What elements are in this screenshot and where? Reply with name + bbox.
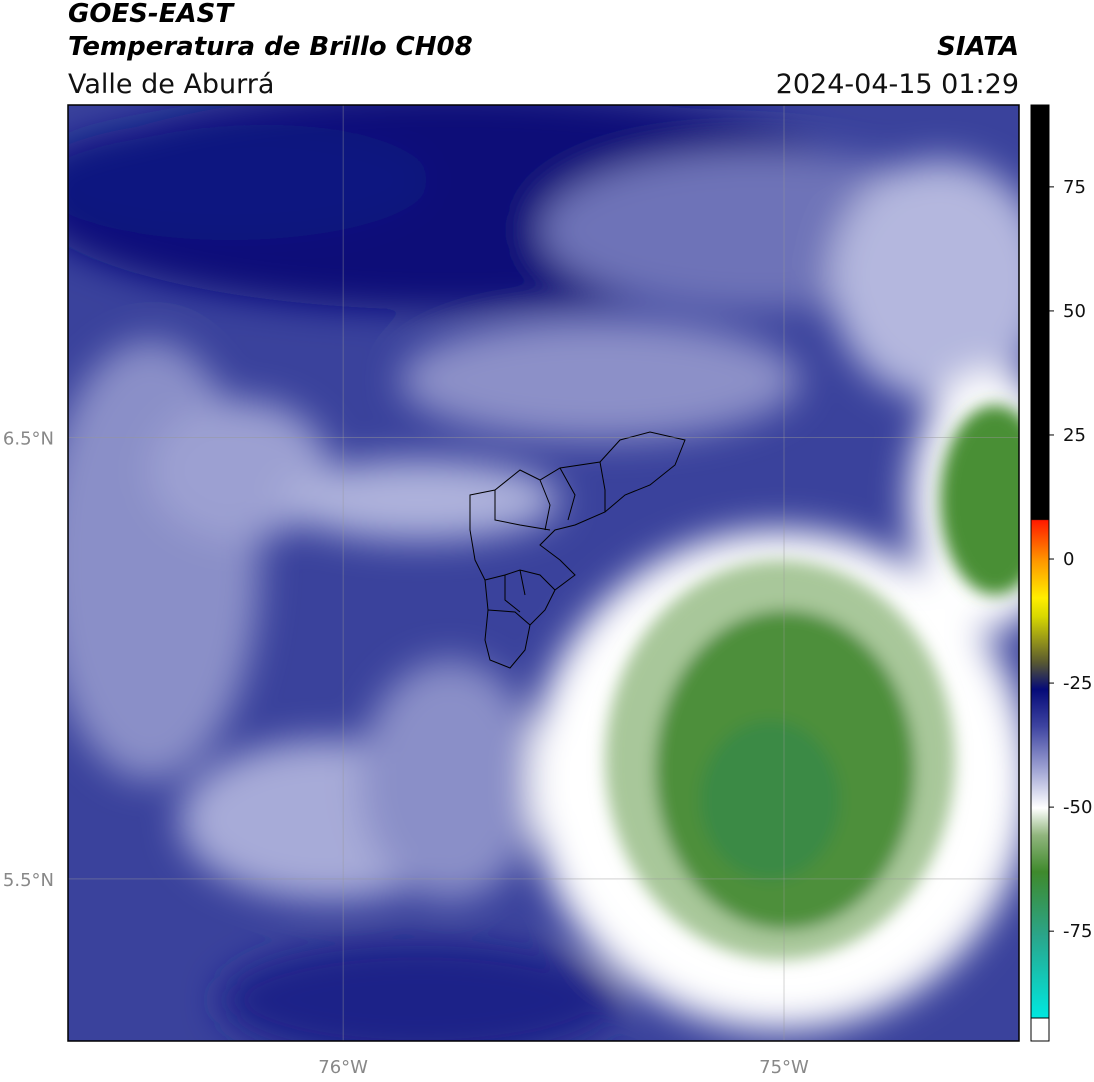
colorbar-tick-label: 75 bbox=[1063, 177, 1086, 198]
graticule bbox=[68, 105, 1019, 1041]
municipal-boundaries bbox=[469, 431, 686, 669]
colorbar-tick-label: 0 bbox=[1063, 549, 1074, 570]
colorbar-extension bbox=[1030, 1017, 1050, 1042]
region-subtitle: Valle de Aburrá bbox=[68, 69, 274, 100]
y-tick-label: 6.5°N bbox=[3, 428, 54, 449]
agency-label: SIATA bbox=[937, 32, 1019, 62]
colorbar-tick-label: -50 bbox=[1063, 797, 1092, 818]
colorbar-tick-label: -75 bbox=[1063, 921, 1092, 942]
satellite-title: GOES-EAST bbox=[68, 0, 235, 29]
satellite-image bbox=[68, 105, 1019, 1041]
map-frame bbox=[67, 104, 1020, 1042]
x-tick-label: 76°W bbox=[318, 1057, 368, 1078]
y-tick-label: 5.5°N bbox=[3, 870, 54, 891]
colorbar-tick-label: 25 bbox=[1063, 425, 1086, 446]
x-tick-label: 75°W bbox=[759, 1057, 809, 1078]
colorbar bbox=[1031, 105, 1049, 1018]
colorbar-frame bbox=[1030, 104, 1050, 1042]
colorbar-tick-label: -25 bbox=[1063, 673, 1092, 694]
colorbar-tick-label: 50 bbox=[1063, 301, 1086, 322]
product-title: Temperatura de Brillo CH08 bbox=[68, 32, 473, 62]
datetime-label: 2024-04-15 01:29 bbox=[776, 69, 1019, 100]
